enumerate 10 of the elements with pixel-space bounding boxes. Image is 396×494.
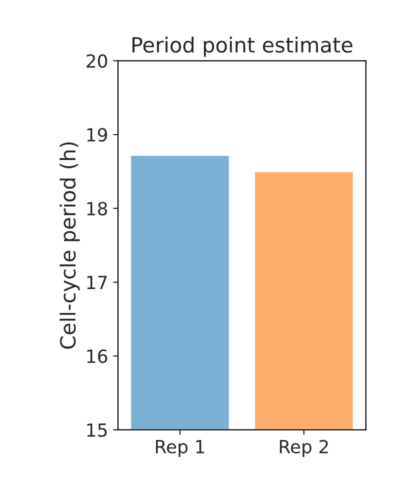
y-tick-label: 19 xyxy=(87,128,108,142)
y-axis-title: Cell-cycle period (h) xyxy=(60,142,80,349)
y-tick-label: 15 xyxy=(87,423,107,437)
x-tick-label: Rep 1 xyxy=(156,440,204,457)
chart-title: Period point estimate xyxy=(132,36,352,57)
x-tick-label: Rep 2 xyxy=(280,440,328,457)
y-tick-label: 20 xyxy=(86,54,108,68)
y-tick-label: 17 xyxy=(87,276,107,290)
y-tick-label: 18 xyxy=(87,202,108,216)
y-tick-label: 16 xyxy=(87,349,108,364)
